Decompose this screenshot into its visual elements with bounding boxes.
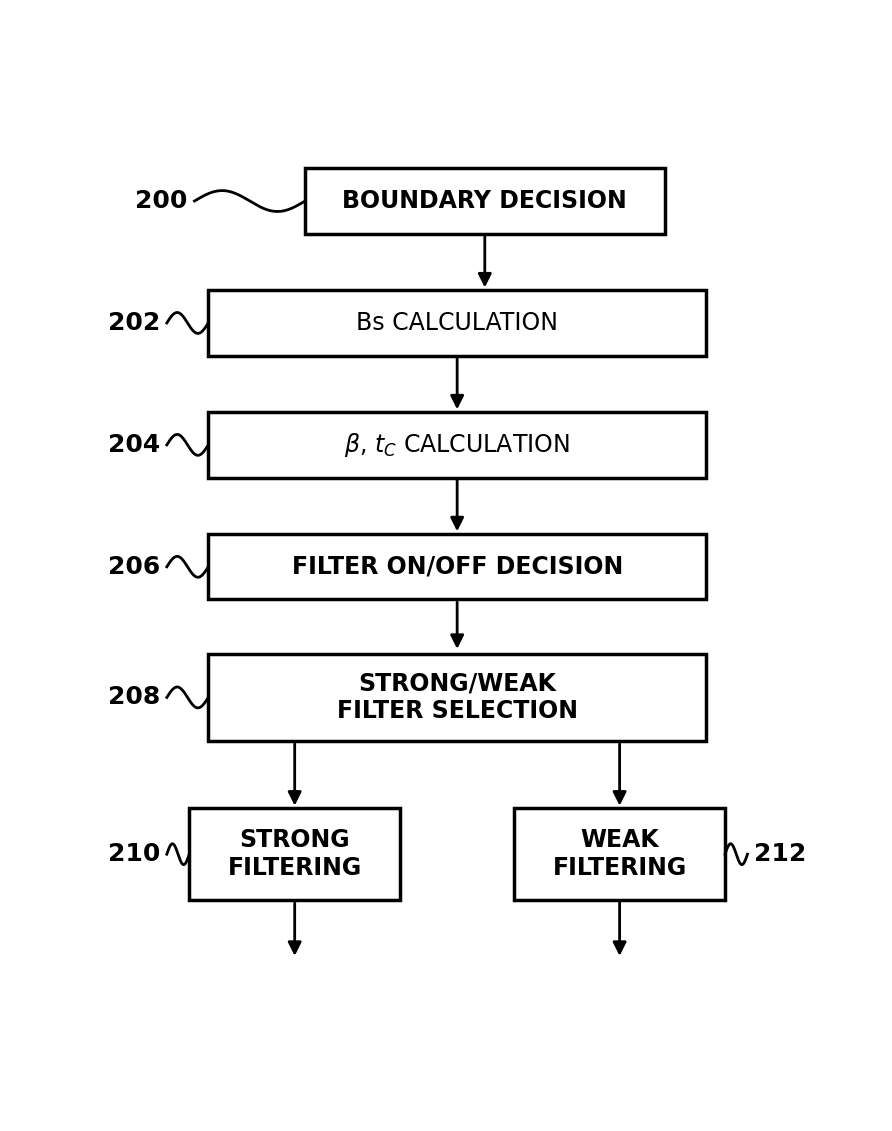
Text: BOUNDARY DECISION: BOUNDARY DECISION xyxy=(343,189,627,213)
Text: 204: 204 xyxy=(108,433,160,457)
Bar xyxy=(209,654,706,741)
Text: 212: 212 xyxy=(755,843,806,866)
Text: 210: 210 xyxy=(108,843,160,866)
Bar xyxy=(209,412,706,477)
Text: STRONG
FILTERING: STRONG FILTERING xyxy=(227,828,362,880)
Text: 202: 202 xyxy=(108,311,160,335)
Bar xyxy=(209,291,706,355)
Text: 206: 206 xyxy=(108,555,160,579)
Bar xyxy=(305,169,665,234)
Text: 208: 208 xyxy=(108,685,160,709)
Text: Bs CALCULATION: Bs CALCULATION xyxy=(356,311,558,335)
Text: FILTER ON/OFF DECISION: FILTER ON/OFF DECISION xyxy=(292,555,623,579)
Bar xyxy=(209,534,706,599)
Text: 200: 200 xyxy=(136,189,187,213)
Bar xyxy=(514,809,725,900)
Text: STRONG/WEAK
FILTER SELECTION: STRONG/WEAK FILTER SELECTION xyxy=(336,672,578,724)
Text: WEAK
FILTERING: WEAK FILTERING xyxy=(552,828,687,880)
Bar xyxy=(189,809,401,900)
Text: $\beta$, $t_C$ CALCULATION: $\beta$, $t_C$ CALCULATION xyxy=(344,431,570,459)
